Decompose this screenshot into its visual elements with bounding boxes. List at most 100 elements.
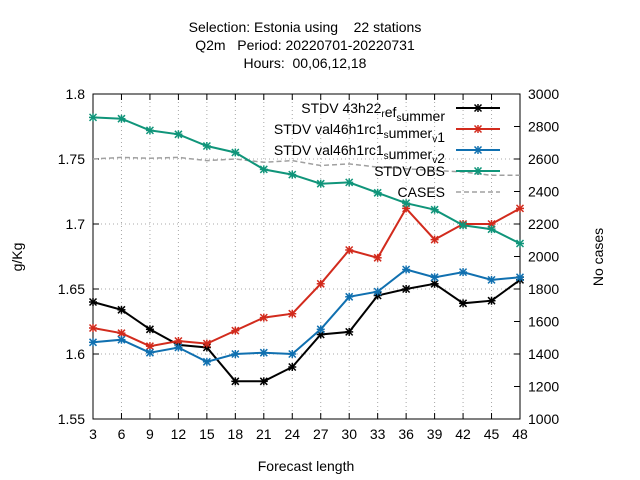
y2-axis-label: No cases [590, 228, 606, 286]
x-tick-label: 42 [455, 426, 471, 442]
y-tick-label: 1.7 [66, 216, 86, 232]
x-tick-label: 36 [398, 426, 414, 442]
legend-item: STDV 43h22refsummer [301, 100, 500, 124]
data-point [117, 335, 126, 344]
data-point [430, 273, 439, 282]
legend-label-part: STDV 43h22 [301, 100, 381, 116]
legend-item: STDV val46h1rc1summerv2 [274, 142, 500, 166]
x-tick-label: 3 [89, 426, 97, 442]
y2-tick-label: 1000 [528, 411, 559, 427]
legend-label: STDV OBS [374, 163, 445, 179]
legend-label-part: v [432, 134, 437, 145]
series-line [92, 279, 521, 383]
data-point [145, 325, 154, 334]
data-point [174, 336, 183, 346]
data-point [345, 327, 354, 336]
data-point [459, 299, 468, 308]
data-point [430, 205, 439, 214]
x-tick-label: 24 [284, 426, 300, 442]
series-line [92, 116, 521, 245]
data-point [487, 225, 496, 234]
series-stdv-43h22-ref-summer [88, 275, 525, 386]
legend-label-part: ummer [389, 125, 433, 141]
data-point [259, 313, 268, 322]
data-point [117, 305, 126, 314]
data-point [430, 235, 439, 244]
series-stdv-val46h1rc1-summer-v1 [88, 204, 525, 351]
y2-tick-label: 2800 [528, 119, 559, 135]
data-point [145, 348, 154, 357]
y-axis-label: g/Kg [9, 243, 25, 272]
data-point [174, 343, 183, 352]
x-tick-label: 45 [484, 426, 500, 442]
x-tick-label: 6 [118, 426, 126, 442]
y-tick-label: 1.75 [58, 151, 85, 167]
data-point [345, 245, 354, 255]
data-point [288, 170, 297, 179]
data-point [459, 221, 468, 230]
legend-label-part: STDV val46h1rc1 [274, 142, 384, 158]
data-point [316, 279, 325, 288]
data-point [373, 188, 382, 197]
data-point [288, 362, 297, 372]
data-point [288, 349, 297, 359]
data-point [259, 165, 268, 174]
y2-tick-label: 2200 [528, 216, 559, 232]
y-tick-label: 1.55 [58, 411, 85, 427]
x-tick-label: 48 [512, 426, 528, 442]
legend-label-part: ef [385, 104, 397, 120]
data-point [117, 114, 126, 123]
data-point [402, 265, 411, 274]
data-point [473, 124, 483, 134]
title-line: Q2m Period: 20220701-20220731 [195, 37, 415, 53]
data-point [88, 323, 98, 333]
legend-label-part: 2 [437, 150, 445, 166]
title-line: Hours: 00,06,12,18 [244, 55, 367, 71]
legend-label: STDV val46h1rc1summerv2 [274, 142, 445, 166]
data-point [202, 141, 211, 151]
legend-label-part: v [432, 155, 437, 166]
series-line [92, 268, 521, 363]
data-point [145, 126, 154, 135]
title-line: Selection: Estonia using 22 stations [189, 19, 422, 35]
y-tick-label: 1.65 [58, 281, 85, 297]
data-point [231, 326, 240, 335]
data-point [515, 239, 525, 248]
legend-label-part: STDV OBS [374, 163, 445, 179]
data-point [515, 204, 525, 213]
legend-label-part: s [384, 151, 389, 162]
legend-label-part: s [396, 113, 401, 124]
y2-tick-label: 2000 [528, 249, 559, 265]
x-tick-label: 39 [427, 426, 443, 442]
data-point [231, 148, 240, 157]
y2-tick-label: 1800 [528, 281, 559, 297]
legend-label-part: ummer [389, 146, 433, 162]
legend-item: STDV OBS [374, 163, 500, 179]
data-point [402, 199, 411, 208]
data-point [373, 253, 382, 262]
data-point [88, 297, 98, 307]
x-tick-label: 9 [146, 426, 154, 442]
y2-tick-label: 1400 [528, 346, 559, 362]
data-point [202, 339, 211, 348]
legend-label: CASES [398, 184, 445, 200]
data-point [231, 349, 240, 359]
legend-label-part: STDV val46h1rc1 [274, 121, 384, 137]
chart-title: Selection: Estonia using 22 stations Q2m … [189, 19, 422, 71]
data-point [373, 287, 382, 296]
data-point [473, 166, 483, 176]
data-point [316, 179, 325, 188]
legend-label: STDV 43h22refsummer [301, 100, 445, 124]
data-point [231, 377, 240, 386]
axes: 3 6 9 12 15 18 21 24 27 30 33 36 39 42 45 481.551.61.65… [58, 86, 560, 442]
legend-item: STDV val46h1rc1summerv1 [274, 121, 500, 145]
data-point [88, 338, 98, 347]
data-point [174, 130, 183, 139]
data-point [402, 284, 411, 294]
data-point [487, 296, 496, 305]
series-stdv-val46h1rc1-summer-v2 [88, 265, 525, 366]
data-point [345, 178, 354, 187]
legend-label-part: ummer [401, 108, 445, 124]
